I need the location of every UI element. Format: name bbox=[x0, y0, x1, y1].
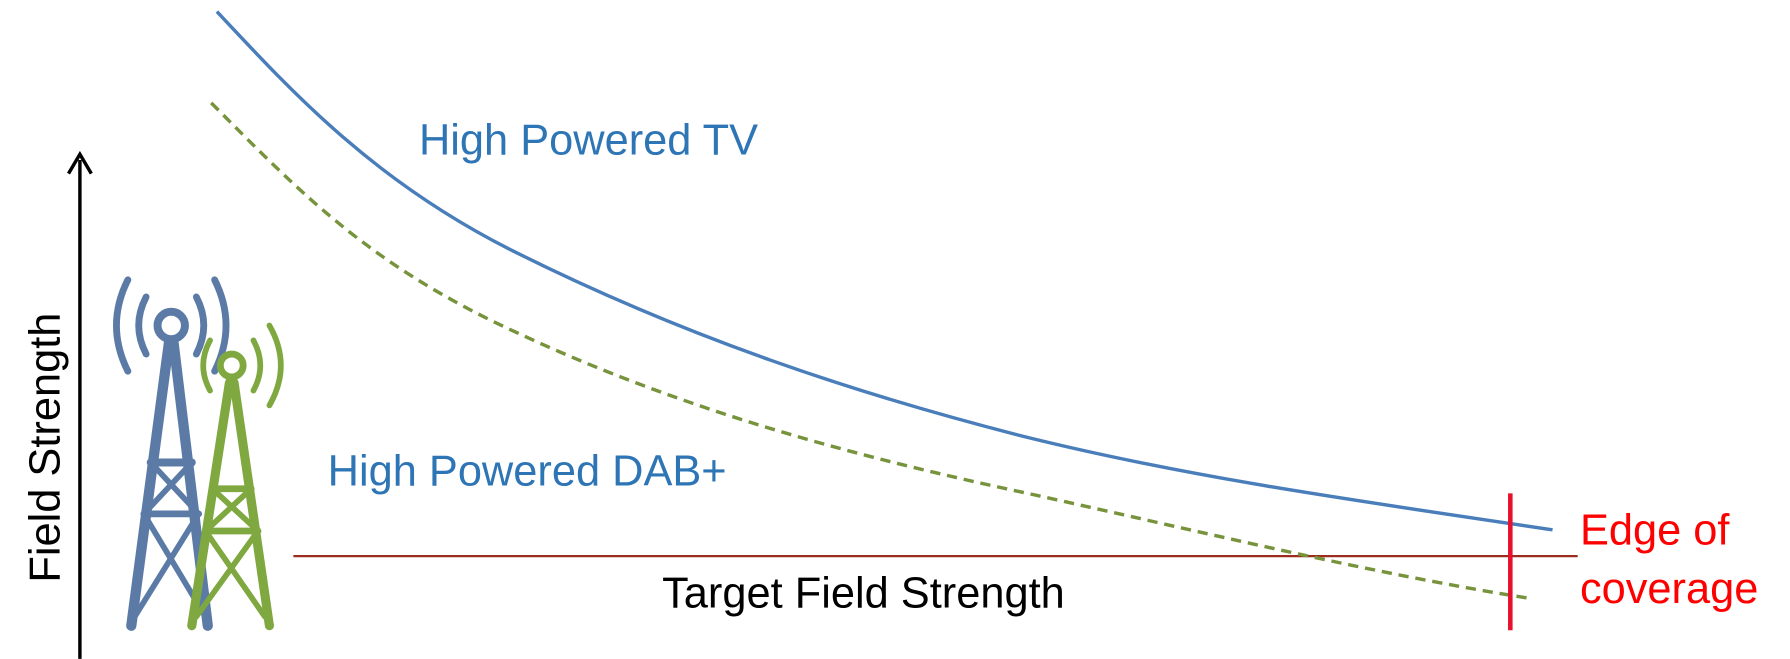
y-axis-arrowhead bbox=[67, 150, 93, 175]
dab-label: High Powered DAB+ bbox=[328, 447, 727, 495]
tv-label: High Powered TV bbox=[419, 116, 758, 164]
edge-label: Edge of bbox=[1580, 507, 1730, 555]
dab-curve bbox=[209, 101, 1530, 601]
target-label: Target Field Strength bbox=[662, 570, 1065, 618]
dab-tower bbox=[187, 322, 284, 631]
y-axis-label: Field Strength bbox=[21, 313, 69, 583]
edge-label: coverage bbox=[1580, 565, 1758, 613]
tv-curve bbox=[215, 10, 1553, 532]
tv-tower bbox=[113, 276, 230, 631]
